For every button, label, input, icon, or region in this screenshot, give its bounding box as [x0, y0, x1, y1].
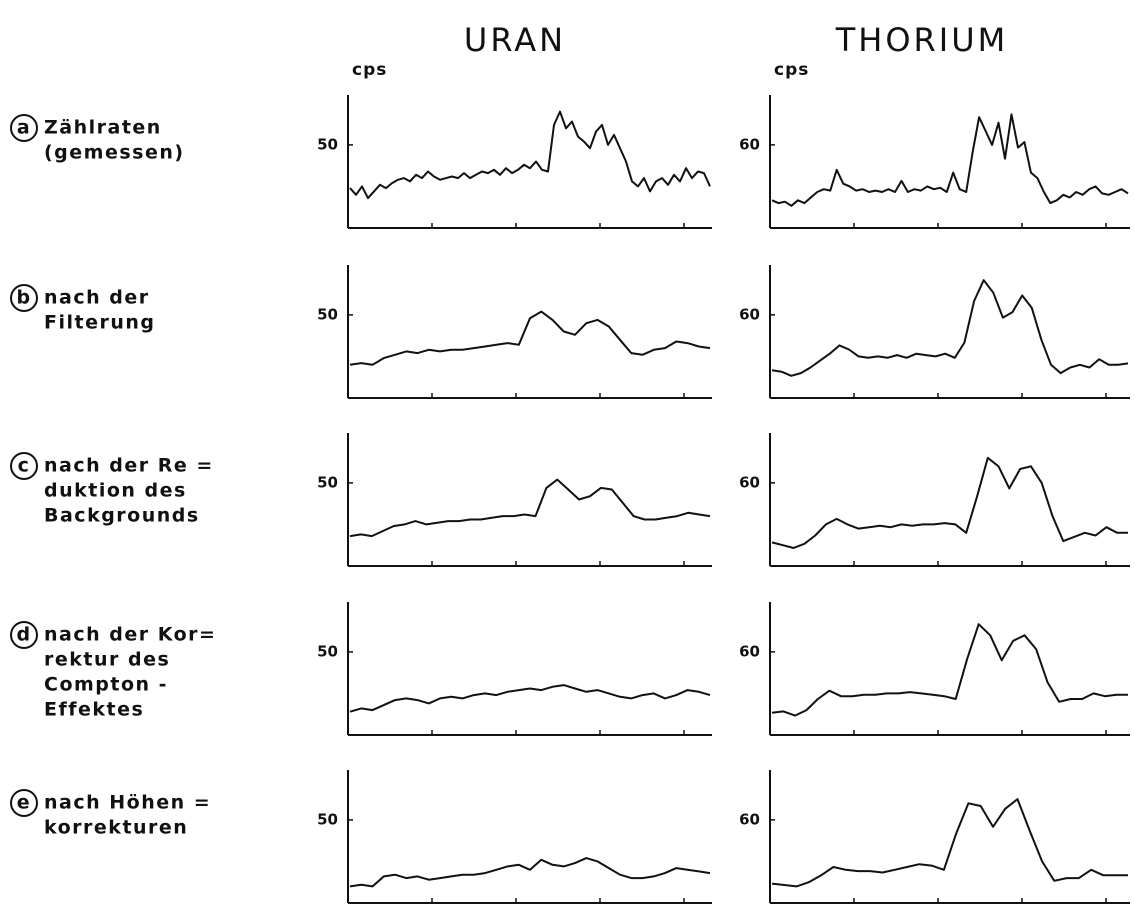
y-tick-label: 50	[317, 135, 338, 153]
row-label: nach der Kor=	[44, 624, 216, 646]
row-letter: c	[18, 455, 31, 477]
y-tick-label: 60	[739, 473, 760, 491]
row-letter: a	[17, 117, 31, 139]
y-tick-label: 60	[739, 810, 760, 828]
row-label: nach Höhen =	[44, 792, 211, 814]
row-label: Filterung	[44, 312, 156, 334]
unit-label: cps	[774, 60, 809, 80]
line	[349, 684, 711, 713]
y-tick-label: 60	[739, 305, 760, 323]
row-marker	[10, 452, 38, 480]
row-letter: d	[16, 624, 31, 646]
line	[771, 456, 1128, 549]
row-label: Effektes	[44, 699, 144, 721]
row-letter: e	[17, 792, 31, 814]
y-tick-label: 50	[317, 305, 338, 323]
line	[771, 623, 1128, 717]
row-label: nach der	[44, 287, 150, 309]
y-tick-label: 50	[317, 810, 338, 828]
row-label: (gemessen)	[44, 142, 185, 164]
y-tick-label: 60	[739, 135, 760, 153]
row-label: Backgrounds	[44, 505, 200, 527]
row-label: Compton -	[44, 674, 168, 696]
row-label: nach der Re =	[44, 455, 214, 477]
row-label: Zählraten	[44, 117, 162, 139]
line	[349, 310, 711, 366]
row-marker	[10, 789, 38, 817]
line	[771, 279, 1129, 377]
row-marker	[10, 621, 38, 649]
row-marker	[10, 284, 38, 312]
row-letter: b	[16, 287, 31, 309]
y-tick-label: 50	[317, 473, 338, 491]
column-title: URAN	[464, 21, 566, 59]
row-label: rektur des	[44, 649, 170, 671]
row-label: duktion des	[44, 480, 187, 502]
y-tick-label: 60	[739, 642, 760, 660]
line	[771, 113, 1129, 207]
y-tick-label: 50	[317, 642, 338, 660]
line	[349, 110, 711, 200]
row-marker	[10, 114, 38, 142]
line	[771, 798, 1128, 888]
line	[349, 857, 711, 888]
column-title: THORIUM	[835, 21, 1009, 59]
line	[349, 478, 711, 538]
unit-label: cps	[352, 60, 387, 80]
row-label: korrekturen	[44, 817, 188, 839]
